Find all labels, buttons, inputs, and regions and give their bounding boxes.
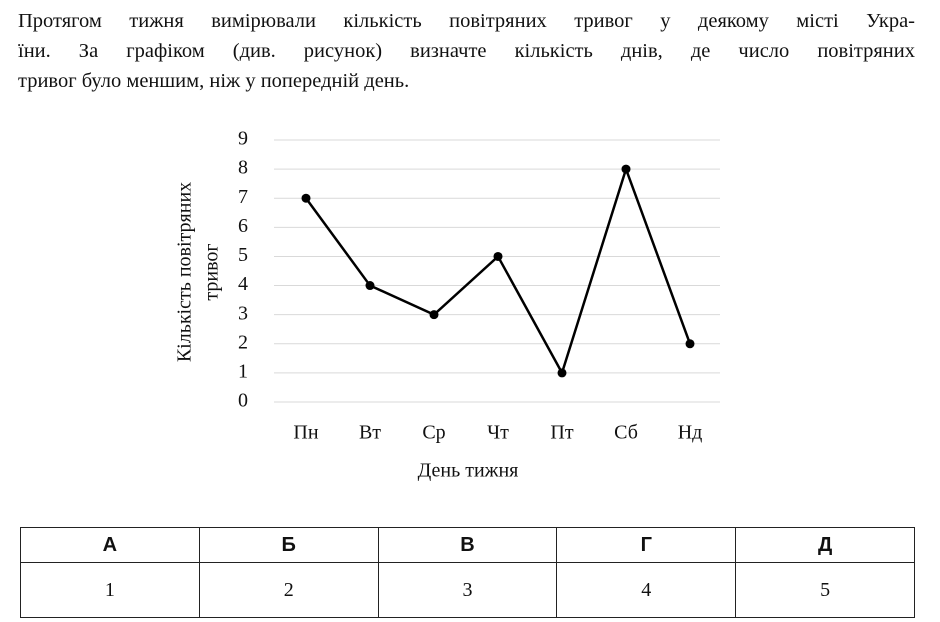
y-tick-label: 6 xyxy=(238,215,248,237)
x-tick-label: Сб xyxy=(614,422,638,444)
y-tick-label: 2 xyxy=(238,331,248,353)
table-cell: Б xyxy=(198,527,379,563)
y-tick-label: 8 xyxy=(238,157,248,179)
question-line: Протягом тижня вимірювали кількість пові… xyxy=(18,10,915,32)
data-point xyxy=(365,281,375,291)
table-cell: 5 xyxy=(735,562,915,618)
chart: День тижня Кількість повітряних тривог 0… xyxy=(174,128,720,482)
question: Протягом тижня вимірювали кількість пові… xyxy=(18,6,915,96)
table-cell: 4 xyxy=(556,562,737,618)
table-cell: 1 xyxy=(20,562,200,618)
question-line: тривог було меншим, ніж у попередній ден… xyxy=(18,70,410,92)
x-tick-label: Пн xyxy=(293,422,318,444)
x-tick-label: Пт xyxy=(550,422,573,444)
x-tick-label: Чт xyxy=(487,422,509,444)
table-cell: Г xyxy=(556,527,737,563)
y-tick-label: 9 xyxy=(238,128,248,150)
x-tick-label: Вт xyxy=(359,422,381,444)
question-line: їни. За графіком (див. рисунок) визначте… xyxy=(18,40,915,62)
y-tick-label: 1 xyxy=(238,360,248,382)
table-cell: 3 xyxy=(377,562,558,618)
table-cell: В xyxy=(377,527,558,563)
data-point xyxy=(557,368,567,378)
table-cell: 2 xyxy=(198,562,379,618)
x-tick-label: Нд xyxy=(678,422,703,444)
data-line xyxy=(304,165,692,377)
data-point xyxy=(429,310,439,320)
y-tick-label: 7 xyxy=(238,186,248,208)
y-axis-label: Кількість повітряних xyxy=(174,182,196,362)
x-axis-label: День тижня xyxy=(418,460,519,482)
table-cell: А xyxy=(20,527,200,563)
y-tick-label: 5 xyxy=(238,244,248,266)
data-point xyxy=(493,251,503,261)
y-tick-label: 3 xyxy=(238,302,248,324)
y-axis-label: тривог xyxy=(201,243,223,300)
data-point xyxy=(301,193,311,203)
table-cell: Д xyxy=(735,527,915,563)
data-point xyxy=(685,339,695,349)
y-tick-label: 0 xyxy=(238,390,248,412)
data-point xyxy=(621,164,631,174)
y-tick-label: 4 xyxy=(238,273,248,295)
x-tick-label: Ср xyxy=(422,422,445,444)
